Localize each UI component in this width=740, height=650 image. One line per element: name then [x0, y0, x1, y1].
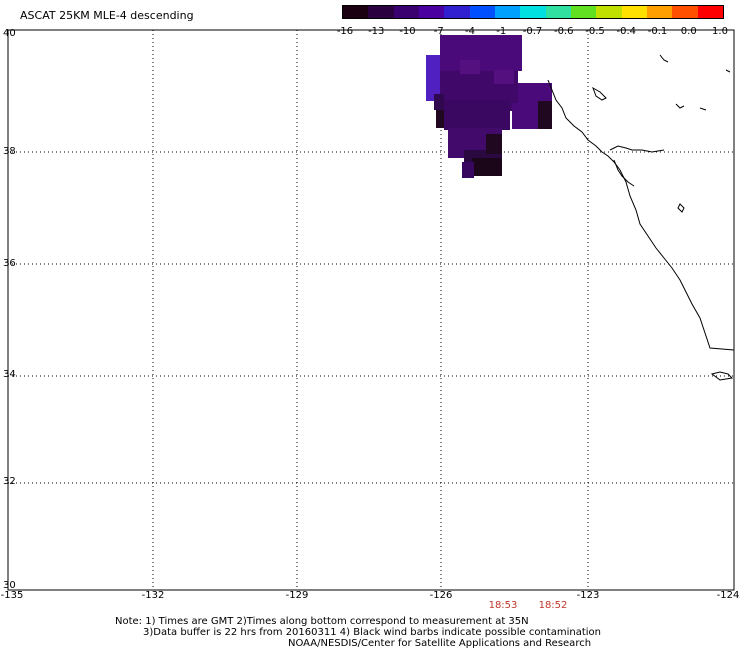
colorbar-swatch — [672, 6, 698, 18]
x-tick-label: -129 — [285, 590, 309, 601]
colorbar-label: -7 — [433, 26, 444, 37]
colorbar-swatch — [494, 6, 521, 18]
grid — [8, 30, 734, 590]
x-tick-label: -132 — [141, 590, 165, 601]
colorbar-swatch — [444, 6, 470, 18]
colorbar-swatch — [697, 6, 723, 18]
map-title: ASCAT 25KM MLE-4 descending — [20, 9, 194, 22]
colorbar-label: -0.7 — [522, 26, 543, 37]
colorbar-swatch — [570, 6, 597, 18]
colorbar-swatch — [393, 6, 419, 18]
colorbar-swatch — [418, 6, 445, 18]
y-tick-label: 32 — [3, 476, 16, 487]
colorbar-label: -0.4 — [616, 26, 637, 37]
colorbar-swatch — [646, 6, 673, 18]
colorbar-label: -10 — [399, 26, 416, 37]
colorbar-label: -16 — [336, 26, 354, 37]
note-line-3: NOAA/NESDIS/Center for Satellite Applica… — [288, 638, 592, 649]
note-line-2: 3)Data buffer is 22 hrs from 20160311 4)… — [143, 627, 601, 638]
y-tick-label: 40 — [3, 28, 16, 39]
colorbar-swatch — [368, 6, 394, 18]
colorbar-label: -13 — [368, 26, 385, 37]
time-label: 18:52 — [538, 600, 568, 611]
y-tick-label: 30 — [3, 580, 16, 591]
colorbar-label: 1.0 — [712, 26, 728, 37]
colorbar-label: -0.5 — [585, 26, 605, 37]
x-tick-label: -126 — [429, 590, 453, 601]
colorbar-swatch — [469, 6, 495, 18]
colorbar — [342, 5, 724, 19]
x-tick-label: -123 — [576, 590, 600, 601]
y-tick-label: 38 — [3, 146, 16, 157]
colorbar-swatch — [343, 6, 369, 18]
colorbar-swatch — [545, 6, 571, 18]
y-tick-label: 36 — [3, 258, 16, 269]
colorbar-swatch — [520, 6, 546, 18]
time-label: 18:53 — [488, 600, 518, 611]
coastline — [547, 54, 735, 381]
y-tick-label: 34 — [3, 369, 16, 380]
x-tick-label: -135 — [0, 590, 24, 601]
colorbar-swatch — [596, 6, 622, 18]
colorbar-label: -1 — [496, 26, 507, 37]
note-line-1: Note: 1) Times are GMT 2)Times along bot… — [115, 616, 529, 627]
plot-frame — [7, 29, 735, 591]
colorbar-label: -0.6 — [553, 26, 574, 37]
colorbar-label: -4 — [465, 26, 475, 37]
colorbar-label: 0.0 — [680, 26, 697, 37]
swath-data — [426, 35, 552, 178]
colorbar-label: -0.1 — [647, 26, 668, 37]
colorbar-swatch — [621, 6, 647, 18]
x-tick-label: -124 — [716, 590, 740, 601]
